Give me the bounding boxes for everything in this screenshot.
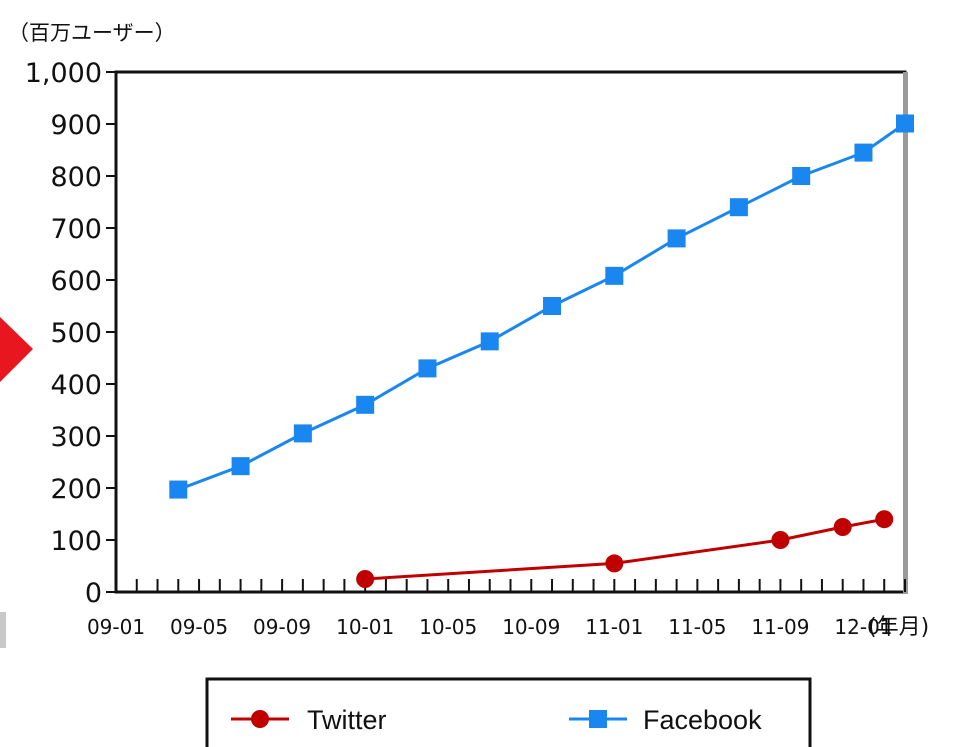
data-point-twitter [356, 570, 375, 588]
data-point-facebook [231, 457, 250, 476]
legend: Twitter Facebook [205, 677, 812, 747]
legend-twitter-label: Twitter [307, 705, 387, 735]
x-tick-label: 11-09 [751, 615, 809, 639]
data-point-twitter [605, 554, 624, 573]
data-point-twitter [875, 510, 894, 529]
x-tick-label: 10-05 [419, 615, 477, 639]
data-point-facebook [169, 480, 188, 499]
y-tick-label: 200 [50, 474, 102, 505]
data-point-facebook [356, 395, 375, 414]
data-point-facebook [896, 114, 914, 133]
x-tick-label: 10-01 [336, 615, 394, 639]
plot-right-edge [903, 72, 908, 594]
data-point-facebook [854, 143, 873, 162]
legend-facebook-marker [589, 710, 607, 728]
data-point-twitter [771, 531, 790, 549]
x-tick-label: 11-05 [668, 615, 726, 639]
data-point-facebook [418, 359, 437, 378]
data-point-facebook [605, 266, 624, 285]
y-tick-label: 800 [50, 162, 102, 193]
legend-item-twitter: Twitter [231, 705, 387, 735]
data-point-facebook [729, 198, 748, 217]
y-tick-label: 500 [50, 318, 102, 349]
y-tick-label: 400 [50, 370, 102, 401]
data-point-facebook [293, 424, 312, 443]
y-tick-label: 0 [85, 578, 102, 609]
plot-area [114, 70, 907, 594]
x-tick-label: 12-01 [834, 615, 892, 639]
x-tick-label: 11-01 [585, 615, 643, 639]
series-layer [169, 114, 914, 588]
y-tick-label: 600 [50, 266, 102, 297]
red-arrow-icon [0, 317, 33, 382]
x-axis-ticks: 09-01 09-05 09-09 10-01 10-05 10-09 11-01 11-05… [87, 579, 906, 639]
legend-box [205, 677, 812, 747]
x-tick-label: 09-01 [87, 615, 145, 639]
y-tick-label: 100 [50, 526, 102, 557]
data-point-facebook [667, 229, 686, 248]
y-tick-label: 300 [50, 422, 102, 453]
y-tick-label: 700 [50, 214, 102, 245]
legend-facebook-label: Facebook [643, 705, 762, 735]
legend-item-facebook: Facebook [569, 705, 762, 735]
data-point-facebook [480, 332, 499, 351]
legend-twitter-marker [251, 710, 269, 728]
y-axis-unit-label: （百万ユーザー） [8, 21, 176, 45]
y-tick-label: 1,000 [25, 58, 102, 89]
data-point-facebook [543, 297, 562, 315]
x-tick-label: 09-05 [170, 615, 228, 639]
x-axis-unit-label: (年月) [868, 615, 929, 640]
y-tick-label: 900 [50, 110, 102, 141]
data-point-twitter [833, 518, 852, 536]
left-edge-fragment [0, 612, 6, 648]
x-tick-label: 10-09 [502, 615, 560, 639]
y-axis-ticks: 0 100 200 300 400 500 600 700 800 900 1,000 [25, 58, 116, 609]
x-tick-label: 09-09 [253, 615, 311, 639]
data-point-facebook [792, 167, 811, 185]
